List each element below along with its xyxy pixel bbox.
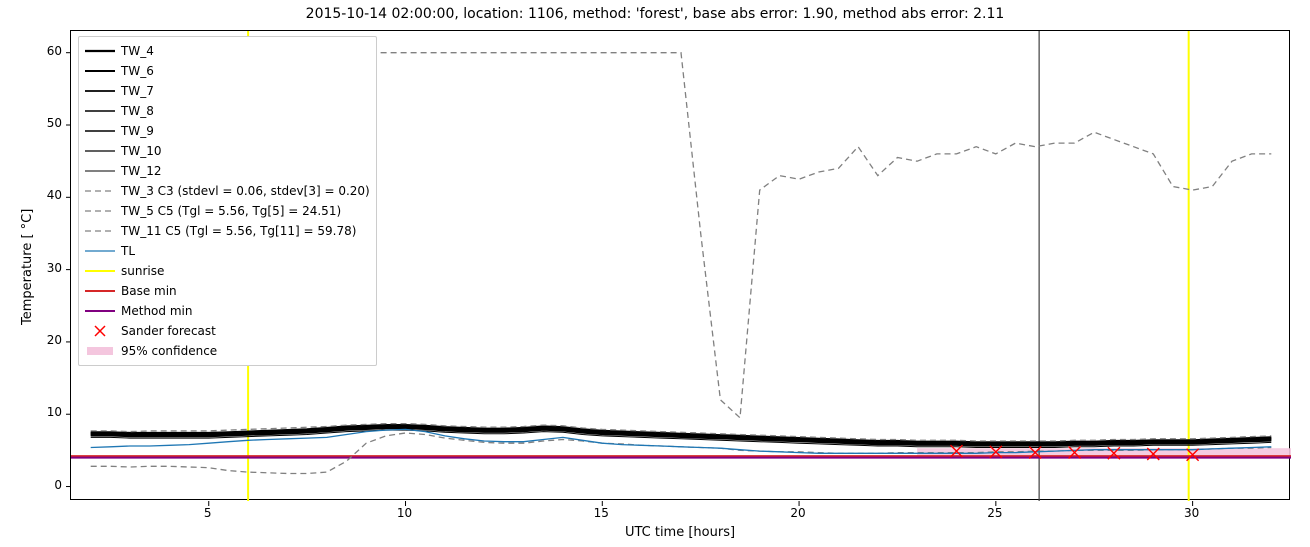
legend-label: TW_4 xyxy=(121,44,154,58)
legend: TW_4 TW_6 TW_7 TW_8 TW_9 TW_10 TW_12 TW_3 C3 (s… xyxy=(78,36,377,366)
legend-label: TW_5 C5 (Tgl = 5.56, Tg[5] = 24.51) xyxy=(121,204,341,218)
legend-label: TW_12 xyxy=(121,164,161,178)
legend-label: TW_11 C5 (Tgl = 5.56, Tg[11] = 59.78) xyxy=(121,224,356,238)
legend-swatch xyxy=(85,144,115,158)
figure: 2015-10-14 02:00:00, location: 1106, met… xyxy=(0,0,1310,547)
legend-swatch xyxy=(85,104,115,118)
x-tick-label: 25 xyxy=(985,506,1005,520)
legend-label: sunrise xyxy=(121,264,164,278)
legend-row: Sander forecast xyxy=(85,321,370,341)
legend-label: Sander forecast xyxy=(121,324,216,338)
legend-row: TW_7 xyxy=(85,81,370,101)
y-tick-label: 50 xyxy=(47,116,62,130)
legend-label: TW_3 C3 (stdevl = 0.06, stdev[3] = 0.20) xyxy=(121,184,370,198)
legend-label: Base min xyxy=(121,284,177,298)
legend-swatch xyxy=(85,324,115,338)
legend-row: TW_10 xyxy=(85,141,370,161)
legend-label: TW_6 xyxy=(121,64,154,78)
legend-row: 95% confidence xyxy=(85,341,370,361)
legend-label: TW_9 xyxy=(121,124,154,138)
legend-swatch xyxy=(85,64,115,78)
legend-swatch xyxy=(85,344,115,358)
legend-swatch xyxy=(85,284,115,298)
legend-label: 95% confidence xyxy=(121,344,217,358)
chart-title: 2015-10-14 02:00:00, location: 1106, met… xyxy=(0,6,1310,22)
legend-swatch xyxy=(85,244,115,258)
x-tick-label: 30 xyxy=(1182,506,1202,520)
y-tick-label: 40 xyxy=(47,188,62,202)
legend-label: TL xyxy=(121,244,135,258)
x-tick-label: 5 xyxy=(198,506,218,520)
legend-label: Method min xyxy=(121,304,192,318)
legend-row: TW_11 C5 (Tgl = 5.56, Tg[11] = 59.78) xyxy=(85,221,370,241)
legend-swatch xyxy=(85,184,115,198)
y-axis-label: Temperature [ °C] xyxy=(20,209,35,325)
legend-row: TW_9 xyxy=(85,121,370,141)
legend-swatch xyxy=(85,44,115,58)
legend-label: TW_7 xyxy=(121,84,154,98)
legend-row: sunrise xyxy=(85,261,370,281)
legend-swatch xyxy=(85,264,115,278)
legend-swatch xyxy=(85,84,115,98)
y-tick-label: 0 xyxy=(54,478,62,492)
y-tick-label: 30 xyxy=(47,261,62,275)
legend-row: Base min xyxy=(85,281,370,301)
legend-row: TW_4 xyxy=(85,41,370,61)
legend-row: TW_12 xyxy=(85,161,370,181)
x-axis-label: UTC time [hours] xyxy=(70,525,1290,540)
y-tick-label: 10 xyxy=(47,405,62,419)
legend-swatch xyxy=(85,304,115,318)
legend-swatch xyxy=(85,164,115,178)
legend-row: TW_3 C3 (stdevl = 0.06, stdev[3] = 0.20) xyxy=(85,181,370,201)
legend-row: TL xyxy=(85,241,370,261)
x-tick-label: 10 xyxy=(395,506,415,520)
legend-row: TW_5 C5 (Tgl = 5.56, Tg[5] = 24.51) xyxy=(85,201,370,221)
legend-label: TW_8 xyxy=(121,104,154,118)
y-tick-label: 60 xyxy=(47,44,62,58)
legend-row: Method min xyxy=(85,301,370,321)
legend-row: TW_6 xyxy=(85,61,370,81)
x-tick-label: 20 xyxy=(788,506,808,520)
legend-swatch xyxy=(85,224,115,238)
legend-swatch xyxy=(85,124,115,138)
legend-label: TW_10 xyxy=(121,144,161,158)
y-tick-label: 20 xyxy=(47,333,62,347)
legend-row: TW_8 xyxy=(85,101,370,121)
x-tick-label: 15 xyxy=(591,506,611,520)
legend-swatch xyxy=(85,204,115,218)
